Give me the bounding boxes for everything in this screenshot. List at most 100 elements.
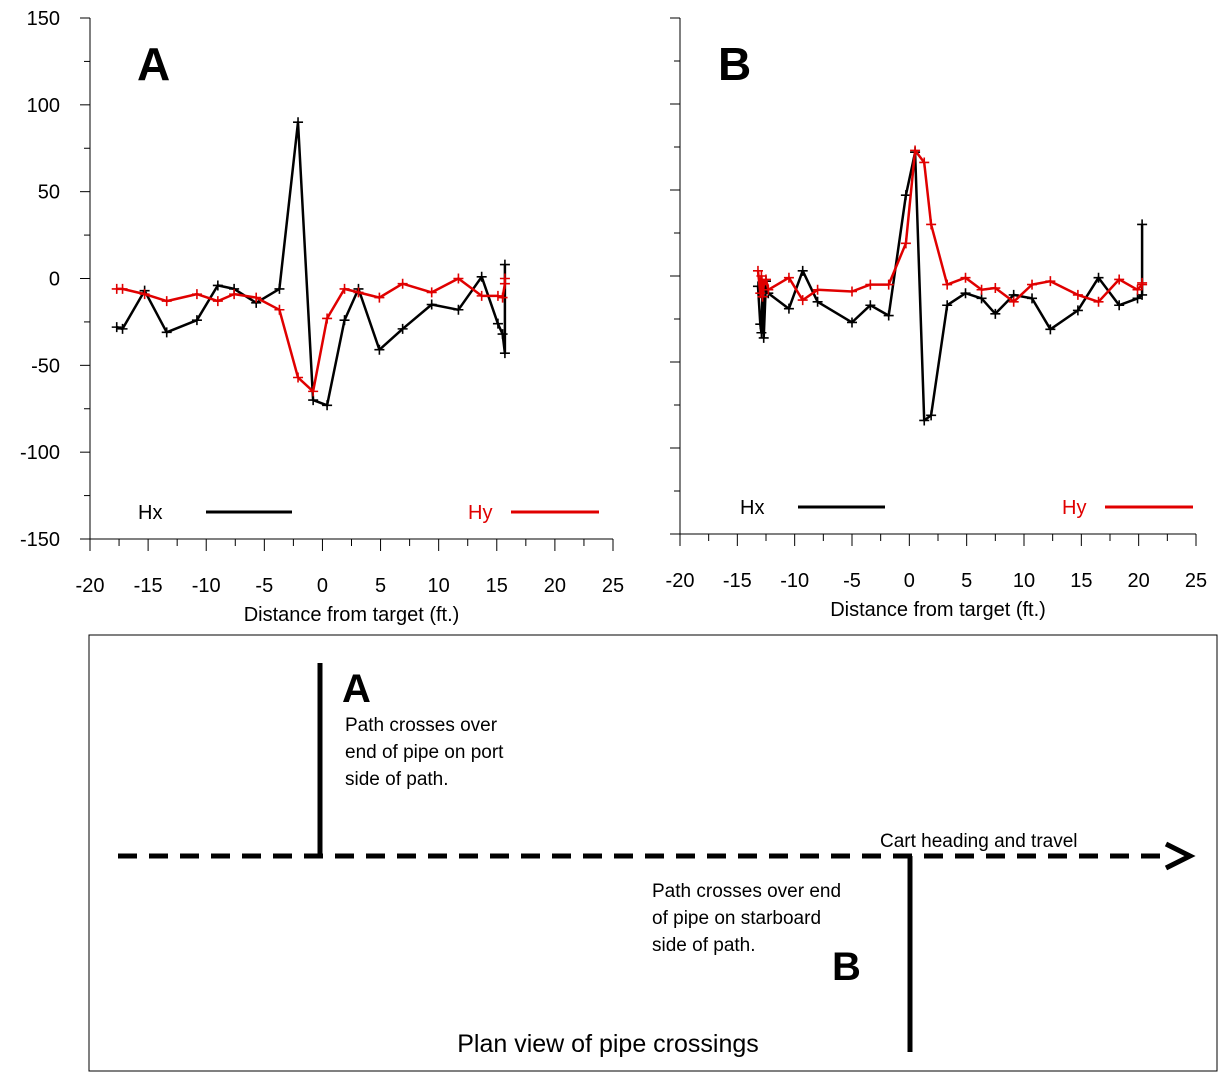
panel-a-hx-point xyxy=(117,323,128,334)
panel-b-hx-point xyxy=(758,332,769,343)
panel-a-y-tick-label: 100 xyxy=(27,95,60,117)
panel-a-hy-point xyxy=(476,290,487,301)
panel-b-hy-point xyxy=(865,279,876,290)
plan-note-a-line3: side of path. xyxy=(345,769,449,790)
plan-note-a-line1: Path crosses over xyxy=(345,715,498,736)
panel-a-hx-point xyxy=(499,259,510,270)
panel-a-hx-point xyxy=(397,323,408,334)
panel-a-hy-point xyxy=(139,289,150,300)
panel-b-hy-point xyxy=(847,286,857,297)
panel-a-y-tick-label: -150 xyxy=(20,529,60,551)
panel-b-hy-point xyxy=(758,279,769,290)
panel-a-y-tick-label: 150 xyxy=(27,8,60,30)
panel-b-hy-point xyxy=(1132,284,1143,295)
panel-a-hy-point xyxy=(251,292,262,303)
panel-b-x-tick-label: 20 xyxy=(1128,570,1150,592)
panel-a-hy-point xyxy=(161,296,172,307)
panel-b-hy-point xyxy=(926,219,937,230)
panel-a-hx-point xyxy=(191,315,202,326)
panel-a-y-tick-label: 0 xyxy=(49,269,60,291)
panel-b-hx-point xyxy=(1114,300,1125,311)
panel-b-hy-point xyxy=(976,284,987,295)
panel-a-hx-point xyxy=(499,348,510,359)
panel-a-hy-point xyxy=(339,283,350,294)
panel-b-hy-point xyxy=(1045,276,1056,287)
panel-b-x-axis-title: Distance from target (ft.) xyxy=(830,599,1046,621)
panel-a-hx-point xyxy=(497,329,508,340)
panel-a-x-tick-label: 10 xyxy=(428,575,450,597)
panel-b-hx-point xyxy=(1093,272,1104,283)
panel-b-hx-line xyxy=(756,150,1144,422)
panel-a-hx-point xyxy=(426,299,437,310)
panel-a-x-tick-label: 0 xyxy=(317,575,328,597)
panel-b-hx-point xyxy=(990,308,1001,319)
panel-a-y-tick-label: 50 xyxy=(38,182,60,204)
panel-a-legend-hx-label: Hx xyxy=(138,502,162,524)
panel-a-hy-point xyxy=(374,292,385,303)
panel-b-hy-point xyxy=(1008,296,1019,307)
panel-b-legend-hx-label: Hx xyxy=(740,497,764,519)
panel-a-hy-point xyxy=(426,287,437,298)
panel-b-x-tick-label: 15 xyxy=(1070,570,1092,592)
plan-heading-label: Cart heading and travel xyxy=(880,831,1078,852)
plan-note-b-line3: side of path. xyxy=(652,935,756,956)
panel-a-hy-point xyxy=(353,287,364,298)
plan-note-b-line2: of pipe on starboard xyxy=(652,908,821,929)
panel-b-x-tick-label: -5 xyxy=(843,570,861,592)
panel-b-hx-point xyxy=(847,317,857,328)
panel-a-x-axis-title: Distance from target (ft.) xyxy=(244,604,460,626)
panel-b-hx-point xyxy=(812,296,823,307)
panel-a-label: A xyxy=(137,38,170,90)
panel-a-hy-point xyxy=(212,296,223,307)
panel-b-hy-point xyxy=(910,145,921,156)
panel-b-x-tick-label: -15 xyxy=(723,570,752,592)
panel-b-hy-point xyxy=(1137,277,1148,288)
panel-a-hx-point xyxy=(492,318,503,329)
panel-a-hy-point xyxy=(499,273,510,284)
panel-b-hy-point xyxy=(763,284,774,295)
panel-b-x-tick-label: 0 xyxy=(904,570,915,592)
panel-b-hx-point xyxy=(1027,293,1038,304)
plan-letter-a: A xyxy=(342,667,371,711)
panel-b-hy-point xyxy=(900,238,911,249)
panel-b-hy-point xyxy=(942,279,953,290)
panel-a-hx-point xyxy=(453,304,464,315)
panel-a-hy-point xyxy=(492,290,503,301)
panel-b-hx-point xyxy=(883,310,894,321)
panel-a-y-tick-label: -50 xyxy=(31,355,60,377)
panel-b-hx-point xyxy=(919,415,930,426)
panel-b-hx-point xyxy=(900,190,911,201)
panel-a-hy-point xyxy=(293,372,304,383)
panel-a-hx-point xyxy=(293,117,304,128)
panel-b-hx-point xyxy=(926,410,937,421)
panel-b-hx-point xyxy=(755,319,766,330)
panel-a-hy-point xyxy=(229,289,240,300)
panel-a-hx-point xyxy=(111,322,122,333)
panel-a-hy-point xyxy=(308,386,319,397)
panel-a-x-tick-label: 15 xyxy=(486,575,508,597)
panel-a-x-tick-label: -15 xyxy=(134,575,163,597)
panel-b-x-tick-label: -10 xyxy=(780,570,809,592)
panel-a-series-hx xyxy=(111,117,510,411)
panel-b-hx-point xyxy=(756,327,767,338)
panel-a-hy-point xyxy=(274,304,285,315)
panel-a-hy-point xyxy=(453,273,464,284)
panel-a-x-tick-label: 5 xyxy=(375,575,386,597)
panel-a-hx-point xyxy=(274,283,285,294)
panel-b-hx-point xyxy=(1072,305,1083,316)
panel-b-legend-hy-label: Hy xyxy=(1062,497,1086,519)
panel-a-legend-hy-label: Hy xyxy=(468,502,492,524)
panel-b-hy-point xyxy=(1114,274,1125,285)
panel-b-x-tick-label: 25 xyxy=(1185,570,1207,592)
panel-b-hx-point xyxy=(1137,219,1148,230)
panel-b-hy-point xyxy=(1093,296,1104,307)
plan-note-a-line2: end of pipe on port xyxy=(345,742,504,763)
panel-b-hx-point xyxy=(865,300,876,311)
panel-a-x-tick-label: -10 xyxy=(192,575,221,597)
panel-b-hy-point xyxy=(1072,289,1083,300)
panel-b-x-tick-label: 10 xyxy=(1013,570,1035,592)
panel-a-hy-point xyxy=(191,289,202,300)
panel-b-hy-point xyxy=(752,265,763,276)
